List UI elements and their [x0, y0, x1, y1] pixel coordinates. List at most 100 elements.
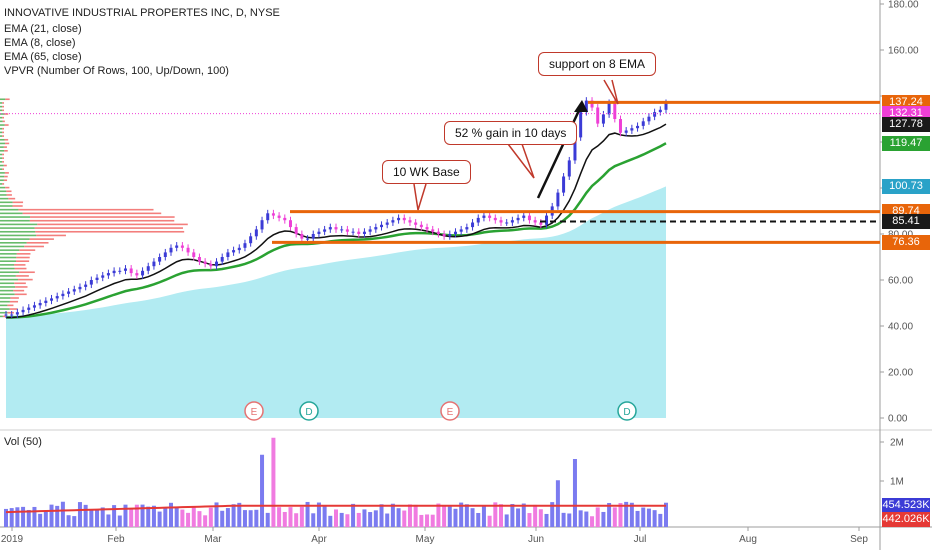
- volume-bar: [334, 509, 338, 527]
- vpvr-bar-down: [2, 106, 4, 108]
- volume-bar: [10, 508, 14, 527]
- volume-bar: [653, 510, 657, 527]
- volume-bar: [44, 511, 48, 527]
- legend-ema21[interactable]: EMA (21, close): [4, 22, 82, 36]
- price-tag: 85.41: [882, 214, 930, 229]
- volume-tick-label: 1M: [890, 477, 904, 488]
- candle-body: [272, 213, 275, 215]
- vpvr-bar-down: [2, 117, 4, 119]
- vpvr-bar-up: [0, 231, 35, 233]
- event-marker-label: D: [623, 407, 630, 418]
- vpvr-bar-up: [0, 260, 16, 262]
- candle-body: [67, 292, 70, 294]
- price-tick-label: 20.00: [888, 368, 913, 379]
- vpvr-bar-up: [0, 183, 2, 185]
- vpvr-bar-up: [0, 308, 10, 310]
- volume-bar: [505, 514, 509, 527]
- candle-body: [357, 232, 360, 234]
- volume-bar: [67, 515, 71, 527]
- volume-bar: [516, 508, 520, 527]
- candle-body: [192, 252, 195, 257]
- vpvr-bar-down: [2, 183, 4, 185]
- vpvr-bar-up: [0, 205, 12, 207]
- vpvr-bar-up: [0, 220, 30, 222]
- volume-bar: [408, 504, 412, 527]
- candle-body: [181, 246, 184, 248]
- candle-body: [255, 229, 258, 236]
- vpvr-bar-up: [0, 238, 30, 240]
- volume-bar: [209, 508, 213, 527]
- candle-body: [619, 119, 622, 133]
- vpvr-bar-up: [0, 301, 10, 303]
- candle-body: [107, 273, 110, 275]
- volume-bar: [345, 514, 349, 527]
- vpvr-bar-down: [5, 124, 9, 126]
- volume-bar: [351, 504, 355, 527]
- candle-body: [477, 218, 480, 223]
- vpvr-bar-up: [0, 316, 3, 318]
- volume-bar: [601, 512, 605, 527]
- candle-body: [545, 216, 548, 225]
- volume-bar: [573, 459, 577, 527]
- vpvr-bar-up: [0, 150, 4, 152]
- vpvr-bar-up: [0, 121, 3, 123]
- vpvr-bar-down: [30, 216, 175, 218]
- candle-body: [426, 227, 429, 229]
- vpvr-bar-up: [0, 146, 4, 148]
- volume-bar: [579, 510, 583, 527]
- candle-body: [517, 218, 520, 220]
- vpvr-bar-down: [4, 150, 7, 152]
- candle-body: [562, 177, 565, 193]
- vpvr-bar-up: [0, 110, 2, 112]
- candle-body: [56, 296, 59, 298]
- volume-bar: [545, 514, 549, 527]
- vpvr-bar-down: [37, 224, 188, 226]
- candle-body: [164, 252, 167, 257]
- candle-body: [636, 126, 639, 128]
- legend-ema65[interactable]: EMA (65, close): [4, 50, 82, 64]
- time-tick-label: Jun: [528, 534, 544, 545]
- volume-bar: [465, 504, 469, 527]
- volume-bar: [584, 512, 588, 527]
- volume-bar: [431, 515, 435, 527]
- volume-bar: [197, 511, 201, 527]
- vpvr-bar-down: [2, 102, 4, 104]
- candle-body: [556, 193, 559, 207]
- price-tick-label: 0.00: [888, 414, 908, 425]
- candle-body: [454, 232, 457, 234]
- volume-bar: [129, 509, 133, 527]
- volume-bar: [266, 513, 270, 527]
- volume-bar: [482, 505, 486, 527]
- candle-body: [408, 220, 411, 222]
- legend-vpvr[interactable]: VPVR (Number Of Rows, 100, Up/Down, 100): [4, 64, 229, 78]
- vpvr-bar-up: [0, 213, 23, 215]
- candle-body: [568, 160, 571, 176]
- volume-bar: [311, 513, 315, 527]
- volume-bar: [84, 505, 88, 527]
- vpvr-bar-up: [0, 117, 2, 119]
- volume-bar: [539, 509, 543, 527]
- price-tick-label: 160.00: [888, 46, 919, 57]
- candle-body: [471, 223, 474, 228]
- candle-body: [374, 227, 377, 229]
- candle-body: [340, 229, 343, 230]
- candle-body: [317, 232, 320, 234]
- candle-body: [226, 252, 229, 257]
- volume-bar: [180, 510, 184, 527]
- vpvr-bar-up: [0, 216, 30, 218]
- vpvr-bar-down: [17, 253, 31, 255]
- vpvr-bar-down: [10, 308, 18, 310]
- vpvr-bar-up: [0, 161, 2, 163]
- candle-body: [403, 218, 406, 220]
- vpvr-bar-down: [15, 286, 27, 288]
- candle-body: [346, 229, 349, 231]
- legend-ema8[interactable]: EMA (8, close): [4, 36, 76, 50]
- vpvr-bar-down: [13, 290, 24, 292]
- vpvr-bar-down: [2, 154, 4, 156]
- volume-bar: [414, 505, 418, 527]
- vpvr-bar-up: [0, 227, 35, 229]
- candle-body: [295, 227, 298, 234]
- candle-body: [187, 248, 190, 253]
- candle-body: [101, 275, 104, 277]
